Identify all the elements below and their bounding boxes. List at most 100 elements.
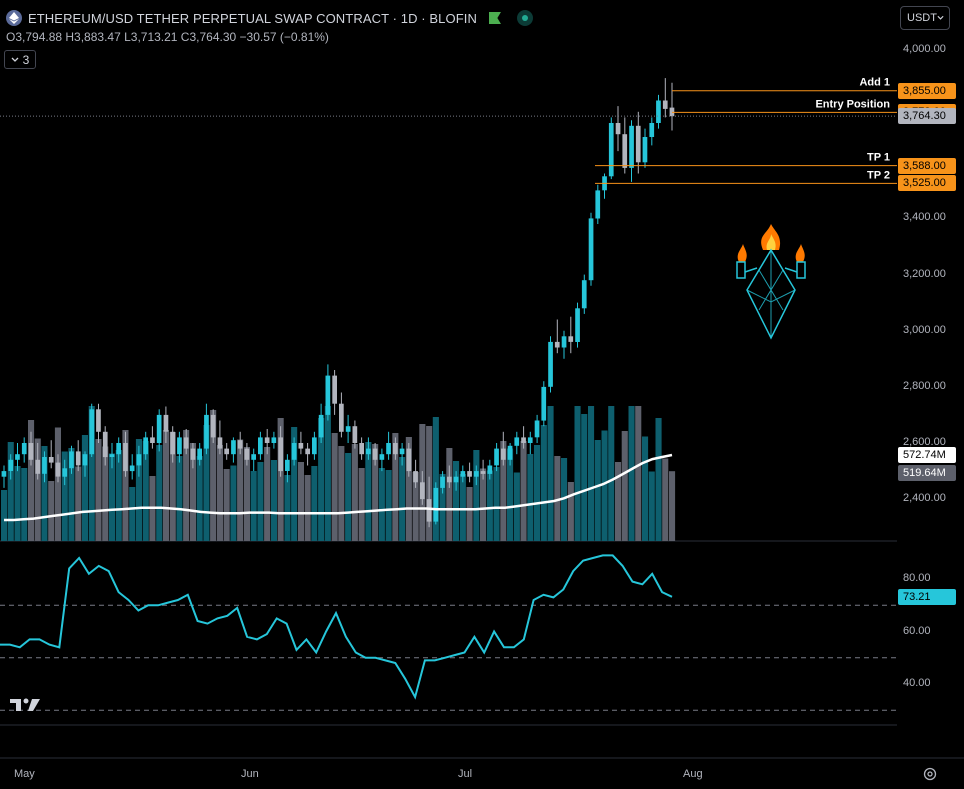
volume-bar [621, 431, 628, 541]
candle-body [487, 465, 493, 474]
candle-body [42, 457, 47, 474]
volume-bar [628, 406, 635, 541]
volume-value-tag[interactable]: 519.64M [898, 465, 956, 481]
volume-bar [7, 442, 14, 541]
volume-bar [662, 458, 669, 541]
candle-body [386, 443, 391, 455]
candle-body [55, 462, 61, 477]
volume-bar [122, 430, 129, 541]
volume-bar [412, 472, 419, 541]
candle-body [339, 403, 344, 432]
volume-bar [48, 481, 55, 541]
price-tick-label: 2,400.00 [903, 492, 946, 505]
volume-bar [277, 418, 284, 541]
candle-body [35, 459, 41, 474]
candle-body [332, 375, 337, 404]
volume-bar [459, 474, 466, 541]
market-status-icon[interactable] [516, 10, 533, 26]
currency-label: USDT [907, 12, 937, 24]
volume-bar [351, 444, 358, 541]
price-level-tag[interactable]: 3,855.00 [898, 82, 956, 99]
time-axis-label: Jul [458, 768, 473, 780]
candle-body [15, 454, 20, 460]
volume-bar [297, 462, 304, 541]
chart-header: ETHEREUM/USD TETHER PERPETUAL SWAP CONTR… [6, 8, 533, 28]
indicator-count: 3 [22, 52, 30, 67]
volume-bar [453, 461, 460, 541]
price-tick-label: 4,000.00 [903, 43, 946, 55]
candle-body [109, 454, 115, 457]
price-tick-label: 2,600.00 [903, 436, 946, 448]
price-level-label: TP 1 [867, 152, 890, 164]
price-level-label: TP 2 [867, 169, 890, 181]
volume-bar [527, 454, 534, 541]
price-tick-label: 3,000.00 [903, 323, 946, 336]
candle-body [82, 454, 88, 466]
volume-bar [169, 432, 176, 541]
candle-body [143, 437, 148, 455]
symbol-title[interactable]: ETHEREUM/USD TETHER PERPETUAL SWAP CONTR… [28, 10, 477, 26]
candle-body [312, 437, 317, 455]
candle-body [278, 437, 283, 472]
candle-body [197, 448, 202, 460]
candle-body [426, 499, 432, 522]
candle-body [251, 454, 256, 460]
volume-bar [554, 456, 561, 541]
volume-bar [581, 414, 588, 541]
volume-bar [68, 448, 75, 541]
volume-bar [135, 439, 142, 541]
flag-icon[interactable] [488, 12, 501, 24]
volume-bar [216, 445, 223, 541]
indicators-toggle-button[interactable]: 3 [4, 50, 36, 69]
candle-body [305, 448, 310, 455]
candle-body [561, 336, 567, 348]
candle-body [629, 125, 634, 168]
candle-body [534, 420, 540, 438]
volume-bar [318, 418, 325, 541]
candle-body [669, 107, 675, 117]
candle-body [69, 451, 74, 469]
volume-bar [473, 450, 480, 541]
volume-bar [81, 435, 88, 541]
volume-bar [507, 448, 514, 541]
volume-bar [635, 406, 642, 541]
volume-bar [615, 462, 622, 541]
volume-bar [61, 451, 68, 541]
price-level-tag[interactable]: 3,525.00 [898, 175, 956, 192]
volume-ma-tag[interactable]: 572.74M [898, 447, 956, 463]
candle-body [8, 459, 14, 471]
current-price-tag[interactable]: 3,764.30 [898, 108, 956, 125]
candle-body [514, 437, 520, 446]
candle-body [399, 448, 405, 455]
candle-body [237, 440, 243, 449]
candle-body [285, 459, 290, 471]
volume-bar [75, 466, 82, 541]
price-level-tag[interactable]: 3,588.00 [898, 157, 956, 174]
candle-body [494, 448, 499, 466]
candle-body [298, 443, 304, 449]
volume-bar [574, 406, 581, 541]
volume-bar [156, 445, 163, 541]
volume-bar [28, 420, 35, 541]
candle-body [453, 476, 459, 483]
gear-icon[interactable] [922, 766, 938, 782]
rsi-tick-label: 60.00 [903, 624, 931, 637]
tradingview-logo-icon [10, 698, 40, 711]
candle-body [595, 190, 601, 219]
volume-bar [230, 465, 237, 541]
candle-body [271, 437, 277, 443]
rsi-value-tag[interactable]: 73.21 [898, 588, 956, 605]
volume-bar [21, 468, 28, 541]
volume-bar [385, 470, 392, 541]
currency-select[interactable]: USDT [900, 6, 950, 30]
price-level-label: Add 1 [859, 77, 890, 89]
volume-bar [257, 462, 264, 541]
volume-bar [331, 433, 338, 541]
candle-body [96, 409, 101, 432]
chevron-down-icon [11, 57, 19, 62]
time-axis-label: May [14, 768, 35, 780]
candle-body [258, 437, 263, 455]
candle-body [177, 437, 182, 455]
